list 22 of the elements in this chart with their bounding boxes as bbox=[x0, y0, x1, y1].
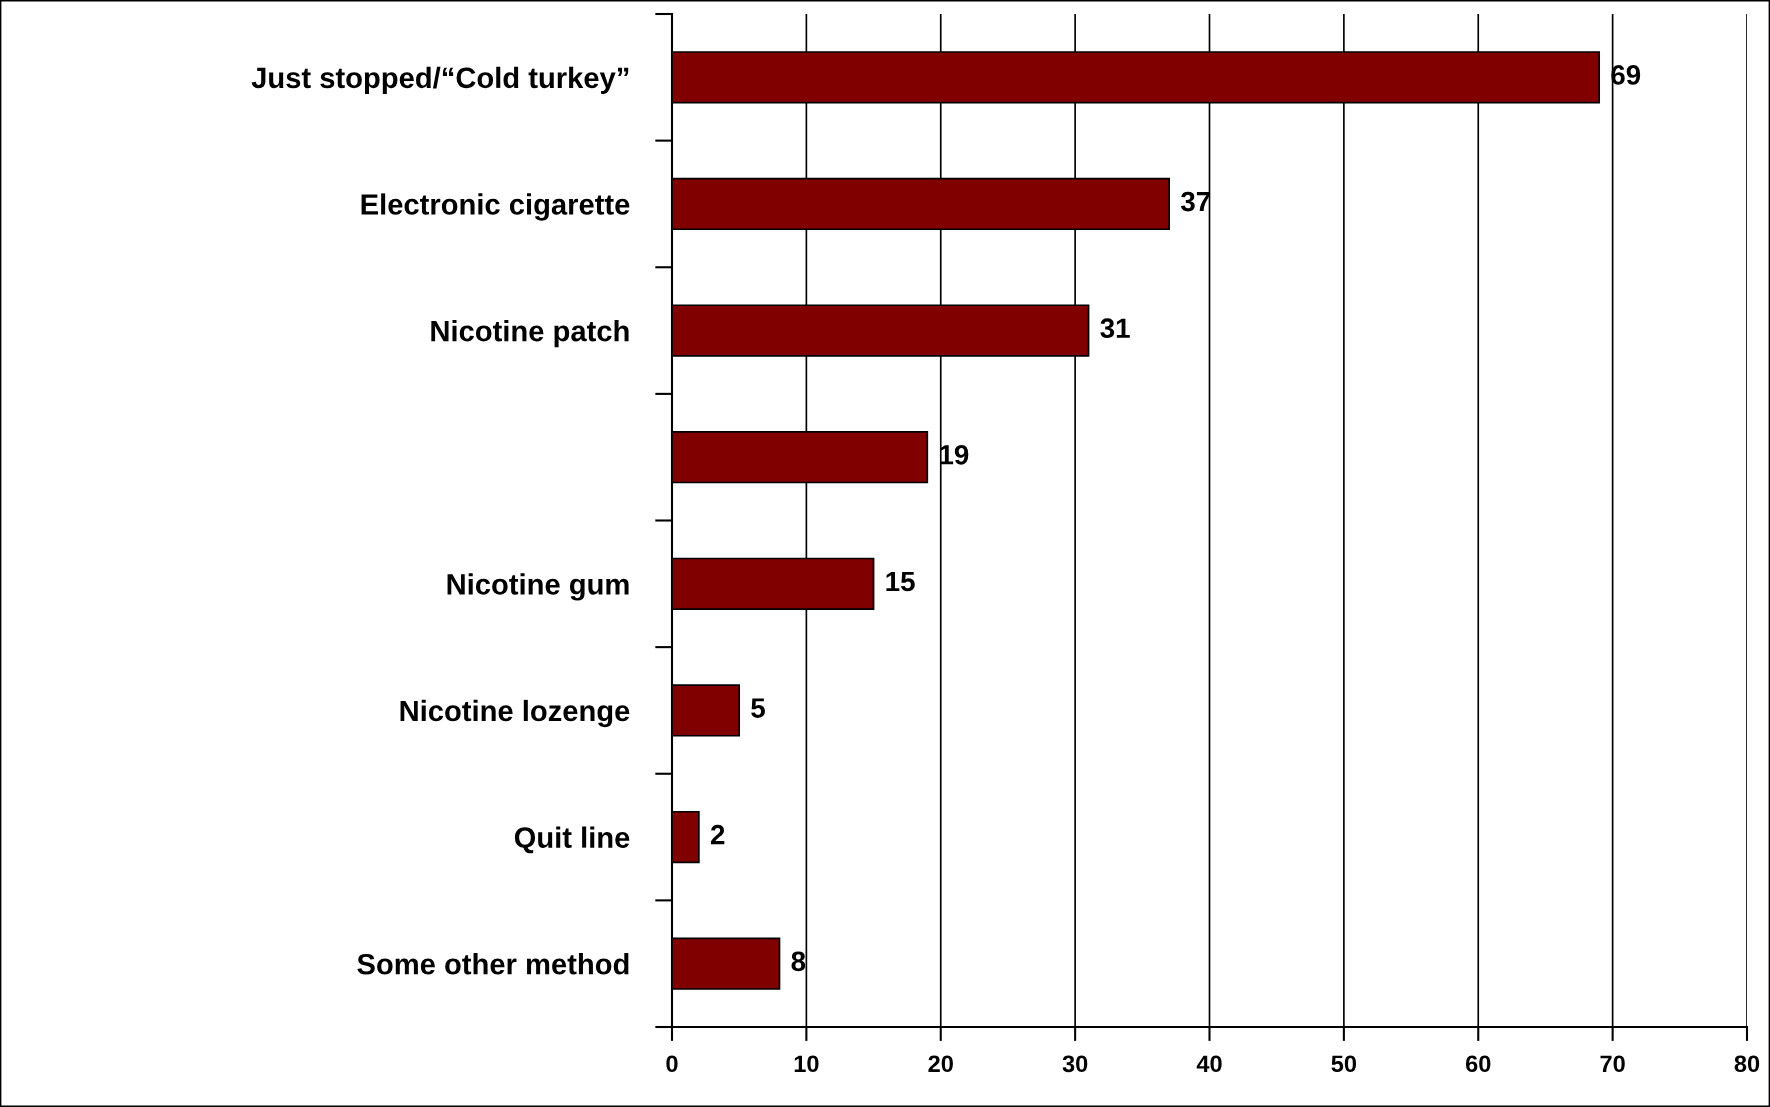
y-tick-label: Nicotine gum bbox=[447, 573, 629, 601]
data-label: 15 bbox=[886, 571, 915, 592]
y-tick-label: Just stopped/“Cold turkey” bbox=[251, 66, 629, 94]
y-tick-label: Nicotine lozenge bbox=[400, 699, 630, 728]
x-tick-label: 0 bbox=[666, 1055, 678, 1073]
x-tick-label: 60 bbox=[1465, 1055, 1491, 1073]
x-tick-label: 10 bbox=[794, 1055, 819, 1073]
x-tick-label: 20 bbox=[928, 1055, 953, 1073]
x-tick-label: 30 bbox=[1062, 1055, 1088, 1073]
data-label: 8 bbox=[791, 951, 806, 972]
y-tick-label: Quit line bbox=[514, 826, 630, 854]
x-tick-label: 50 bbox=[1331, 1055, 1357, 1073]
y-tick-label: Electronic cigarette bbox=[361, 193, 630, 221]
y-tick-label: Nicotine patch bbox=[431, 319, 629, 348]
data-label: 2 bbox=[710, 824, 725, 845]
y-tick-label: Some other method bbox=[357, 953, 629, 975]
x-tick-label: 70 bbox=[1600, 1055, 1625, 1073]
x-tick-label: 80 bbox=[1734, 1055, 1760, 1073]
data-label: 37 bbox=[1180, 191, 1210, 212]
data-label: 31 bbox=[1100, 318, 1130, 339]
data-label: 5 bbox=[751, 698, 765, 718]
x-tick-label: 40 bbox=[1196, 1055, 1222, 1073]
